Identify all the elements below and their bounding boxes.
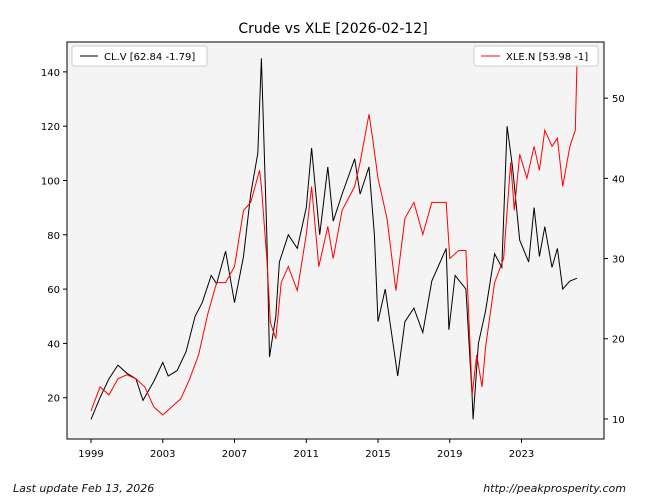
x-tick-label: 2023 bbox=[509, 449, 534, 460]
x-tick-label: 2007 bbox=[222, 449, 247, 460]
right-y-tick-label: 20 bbox=[612, 335, 625, 346]
series-line-cl bbox=[90, 58, 578, 420]
right-y-tick-label: 30 bbox=[612, 255, 625, 266]
left-y-tick-label: 120 bbox=[41, 122, 60, 133]
left-y-tick-label: 140 bbox=[41, 68, 60, 79]
right-y-tick-label: 40 bbox=[612, 174, 625, 185]
left-y-tick-label: 100 bbox=[41, 176, 60, 187]
x-tick-label: 2003 bbox=[150, 449, 175, 460]
left-y-tick-label: 40 bbox=[47, 339, 60, 350]
chart-svg: Crude vs XLE [2026-02-12] 1999 2003 2007 20… bbox=[41, 21, 625, 460]
source-url-label: http://peakprosperity.com bbox=[483, 482, 626, 495]
x-tick-label: 2015 bbox=[365, 449, 390, 460]
legend-left: CL.V [62.84 -1.79] bbox=[71, 45, 208, 67]
right-y-tick-label: 50 bbox=[612, 94, 625, 105]
last-update-label: Last update Feb 13, 2026 bbox=[13, 482, 155, 495]
chart-title: Crude vs XLE [2026-02-12] bbox=[238, 21, 427, 37]
left-y-tick-label: 60 bbox=[47, 285, 60, 296]
left-y-tick-label: 80 bbox=[47, 231, 60, 242]
x-tick-label: 2011 bbox=[294, 449, 319, 460]
left-y-tick-label: 20 bbox=[47, 394, 60, 405]
legend-label-cl: CL.V [62.84 -1.79] bbox=[104, 52, 195, 63]
x-tick-label: 1999 bbox=[78, 449, 103, 460]
legend-right: XLE.N [53.98 -1] bbox=[473, 45, 599, 67]
legend-label-xle: XLE.N [53.98 -1] bbox=[506, 52, 588, 63]
plot-area bbox=[66, 41, 605, 440]
x-tick-label: 2019 bbox=[437, 449, 462, 460]
right-y-tick-label: 10 bbox=[612, 415, 625, 426]
series-line-xle bbox=[90, 57, 578, 416]
